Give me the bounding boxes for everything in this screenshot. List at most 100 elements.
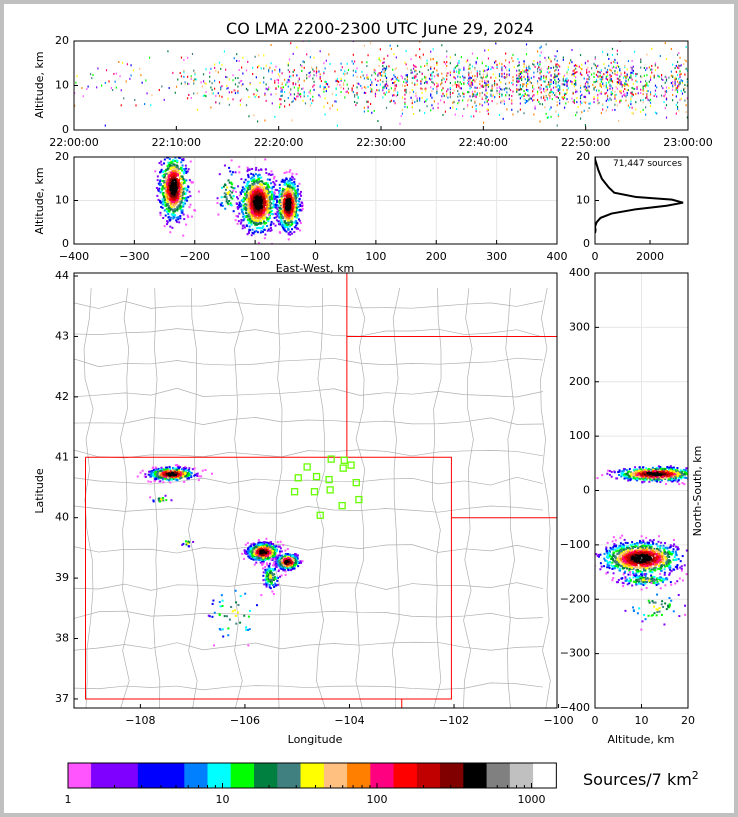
source-point (674, 67, 676, 70)
source-point (431, 104, 433, 107)
source-point (297, 199, 300, 202)
source-point (588, 90, 590, 93)
source-point (258, 216, 261, 219)
source-point (629, 76, 631, 79)
source-point (259, 214, 262, 217)
source-point (173, 216, 176, 219)
source-point (404, 105, 406, 108)
source-point (315, 74, 318, 77)
source-point (225, 196, 228, 199)
source-point (254, 55, 256, 58)
source-point (168, 210, 171, 213)
source-point (384, 69, 386, 72)
source-point (377, 89, 379, 92)
source-point (123, 97, 125, 100)
source-point (442, 87, 444, 90)
source-point (143, 475, 146, 478)
source-point (287, 69, 289, 72)
source-point (130, 74, 132, 77)
source-point (479, 80, 481, 83)
source-point (518, 77, 520, 80)
source-point (393, 89, 395, 92)
source-point (619, 82, 621, 85)
source-point (603, 73, 605, 76)
source-point (602, 78, 604, 81)
source-point (610, 90, 612, 93)
source-point (680, 64, 682, 67)
source-point (573, 75, 575, 78)
source-point (325, 90, 327, 93)
source-point (313, 74, 315, 77)
source-point (323, 87, 325, 90)
source-point (599, 84, 601, 87)
source-point (384, 75, 386, 78)
source-point (486, 100, 488, 103)
source-point (175, 85, 178, 88)
source-point (486, 69, 488, 72)
source-point (241, 79, 243, 82)
x-tick-label: 100 (365, 250, 386, 263)
source-point (171, 155, 173, 157)
source-point (329, 62, 331, 65)
source-point (252, 232, 255, 235)
source-point (609, 84, 611, 87)
source-point (194, 73, 196, 76)
source-point (475, 93, 477, 96)
source-point (248, 193, 251, 196)
source-point (166, 178, 169, 181)
source-point (594, 56, 596, 59)
source-point (598, 89, 600, 92)
source-point (288, 212, 291, 215)
source-point (479, 87, 481, 90)
source-point (185, 196, 188, 199)
time-height-panel: 22:00:00 22:10:00 22:20:00 22:30:00 22:40:00… (49, 34, 712, 149)
source-point (168, 183, 171, 186)
source-point (238, 171, 241, 174)
source-point (664, 107, 666, 110)
source-point (284, 181, 287, 184)
source-point (672, 99, 674, 102)
source-point (324, 97, 326, 100)
source-point (475, 104, 477, 107)
source-point (171, 188, 174, 191)
source-point (168, 180, 171, 183)
source-point (270, 78, 272, 81)
source-point (378, 58, 380, 61)
source-point (286, 182, 289, 185)
source-point (410, 72, 412, 75)
source-point (231, 191, 234, 194)
source-point (602, 82, 604, 85)
source-point (255, 211, 258, 214)
source-point (616, 87, 618, 90)
source-point (421, 92, 423, 95)
source-point (588, 70, 590, 73)
source-point (605, 71, 607, 74)
source-point (292, 201, 295, 204)
source-point (270, 93, 272, 96)
source-point (177, 169, 180, 172)
source-point (190, 77, 192, 80)
source-point (296, 222, 299, 225)
source-point (232, 98, 234, 101)
source-point (176, 206, 179, 209)
source-point (267, 205, 270, 208)
source-point (292, 74, 294, 77)
source-point (630, 66, 632, 69)
source-point (385, 77, 388, 80)
source-point (178, 157, 181, 159)
source-point (259, 81, 261, 84)
source-point (254, 222, 257, 225)
source-point (177, 167, 180, 170)
source-point (234, 171, 237, 174)
source-point (363, 77, 366, 80)
source-point (180, 201, 183, 204)
source-point (140, 74, 142, 77)
source-point (449, 96, 451, 99)
source-point (495, 60, 497, 63)
source-point (679, 73, 681, 76)
source-point (163, 199, 166, 202)
source-point (604, 92, 606, 95)
source-point (672, 85, 674, 88)
source-point (436, 82, 438, 85)
source-point (485, 82, 487, 85)
